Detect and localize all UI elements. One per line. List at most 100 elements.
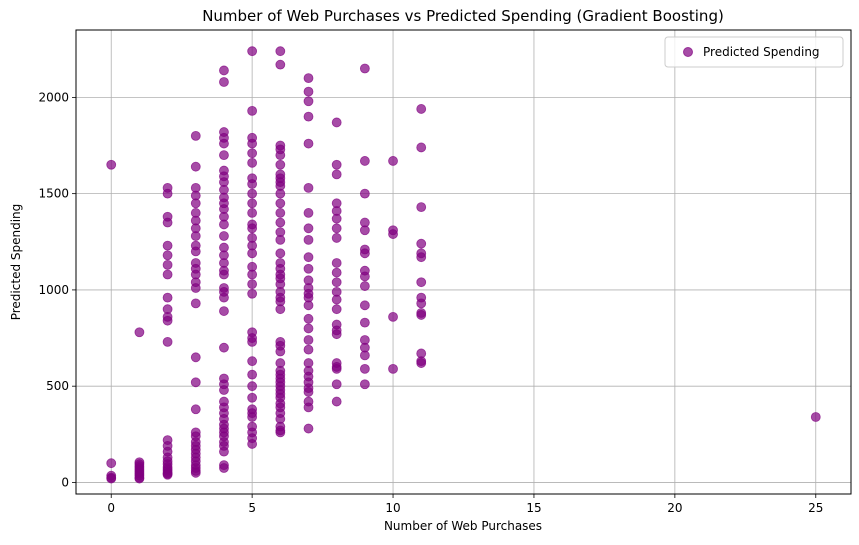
data-point — [247, 356, 258, 367]
x-tick-label: 0 — [107, 501, 115, 515]
data-point — [190, 298, 201, 309]
data-point — [219, 138, 229, 149]
data-point — [219, 269, 229, 280]
x-tick-label: 10 — [385, 501, 400, 515]
data-point — [247, 248, 258, 259]
data-point — [162, 315, 173, 326]
data-point — [331, 213, 342, 224]
data-point — [275, 150, 286, 161]
data-point — [303, 111, 314, 122]
data-point — [162, 250, 173, 261]
data-point — [359, 271, 370, 282]
data-point — [275, 198, 286, 209]
data-point — [359, 317, 370, 328]
data-point — [162, 292, 173, 303]
data-point — [388, 229, 398, 239]
data-point — [331, 233, 342, 243]
data-point — [247, 157, 258, 168]
x-axis-label: Number of Web Purchases — [384, 519, 542, 533]
plot-frame — [75, 29, 852, 495]
data-point — [416, 238, 427, 249]
data-point — [331, 294, 342, 305]
data-point — [275, 159, 286, 170]
data-point — [219, 150, 229, 161]
data-point — [275, 46, 286, 57]
data-point — [219, 219, 229, 230]
data-point — [247, 439, 258, 449]
axis-ticks: 0 5 10 15 20 25 0 500 1000 1500 2000 — [38, 90, 823, 515]
data-point — [190, 377, 201, 388]
legend: Predicted Spending — [664, 36, 844, 68]
data-point — [331, 117, 342, 128]
data-point — [247, 381, 258, 392]
data-point — [303, 223, 314, 234]
legend-marker-icon — [683, 47, 693, 57]
data-point — [359, 63, 370, 74]
data-point — [190, 198, 201, 209]
data-point — [303, 96, 314, 107]
data-point — [416, 277, 427, 288]
data-point — [416, 202, 427, 213]
data-point — [388, 156, 398, 166]
data-points — [106, 46, 821, 484]
data-point — [247, 369, 258, 380]
data-point — [303, 138, 314, 149]
data-point — [303, 423, 314, 434]
grid — [76, 30, 851, 494]
data-point — [275, 208, 286, 218]
data-point — [331, 169, 342, 180]
data-point — [134, 473, 145, 484]
data-point — [219, 306, 229, 316]
data-point — [247, 148, 258, 159]
data-point — [275, 234, 286, 245]
data-point — [247, 269, 258, 280]
y-tick-label: 0 — [61, 475, 69, 489]
data-point — [219, 342, 229, 353]
data-point — [247, 105, 258, 116]
data-point — [247, 392, 258, 403]
data-point — [190, 352, 201, 363]
data-point — [359, 188, 370, 199]
data-point — [303, 402, 314, 413]
data-point — [331, 258, 342, 268]
data-point — [247, 188, 258, 199]
data-point — [134, 327, 145, 338]
x-tick-label: 5 — [248, 501, 256, 515]
data-point — [190, 404, 201, 415]
data-point — [106, 159, 117, 170]
data-point — [275, 217, 286, 228]
data-point — [275, 427, 286, 438]
data-point — [303, 323, 314, 334]
y-tick-label: 1000 — [38, 283, 69, 297]
data-point — [416, 104, 427, 114]
data-point — [359, 350, 370, 361]
data-point — [190, 283, 201, 293]
data-point — [331, 304, 342, 315]
y-axis-label: Predicted Spending — [9, 204, 23, 321]
data-point — [106, 458, 117, 469]
data-point — [303, 263, 314, 274]
data-point — [303, 387, 314, 397]
data-point — [303, 182, 314, 193]
data-point — [331, 223, 342, 234]
data-point — [247, 337, 258, 347]
data-point — [303, 300, 314, 311]
data-point — [190, 467, 201, 478]
data-point — [275, 188, 286, 199]
data-point — [416, 142, 427, 153]
data-point — [162, 269, 173, 280]
data-point — [190, 246, 201, 257]
data-point — [810, 412, 821, 422]
data-point — [331, 277, 342, 288]
data-point — [275, 304, 286, 315]
data-point — [275, 346, 286, 357]
legend-box — [664, 36, 844, 68]
data-point — [247, 412, 258, 422]
data-point — [331, 379, 342, 390]
data-point — [275, 248, 286, 259]
data-point — [162, 469, 173, 480]
data-point — [359, 281, 370, 291]
data-point — [388, 363, 398, 374]
